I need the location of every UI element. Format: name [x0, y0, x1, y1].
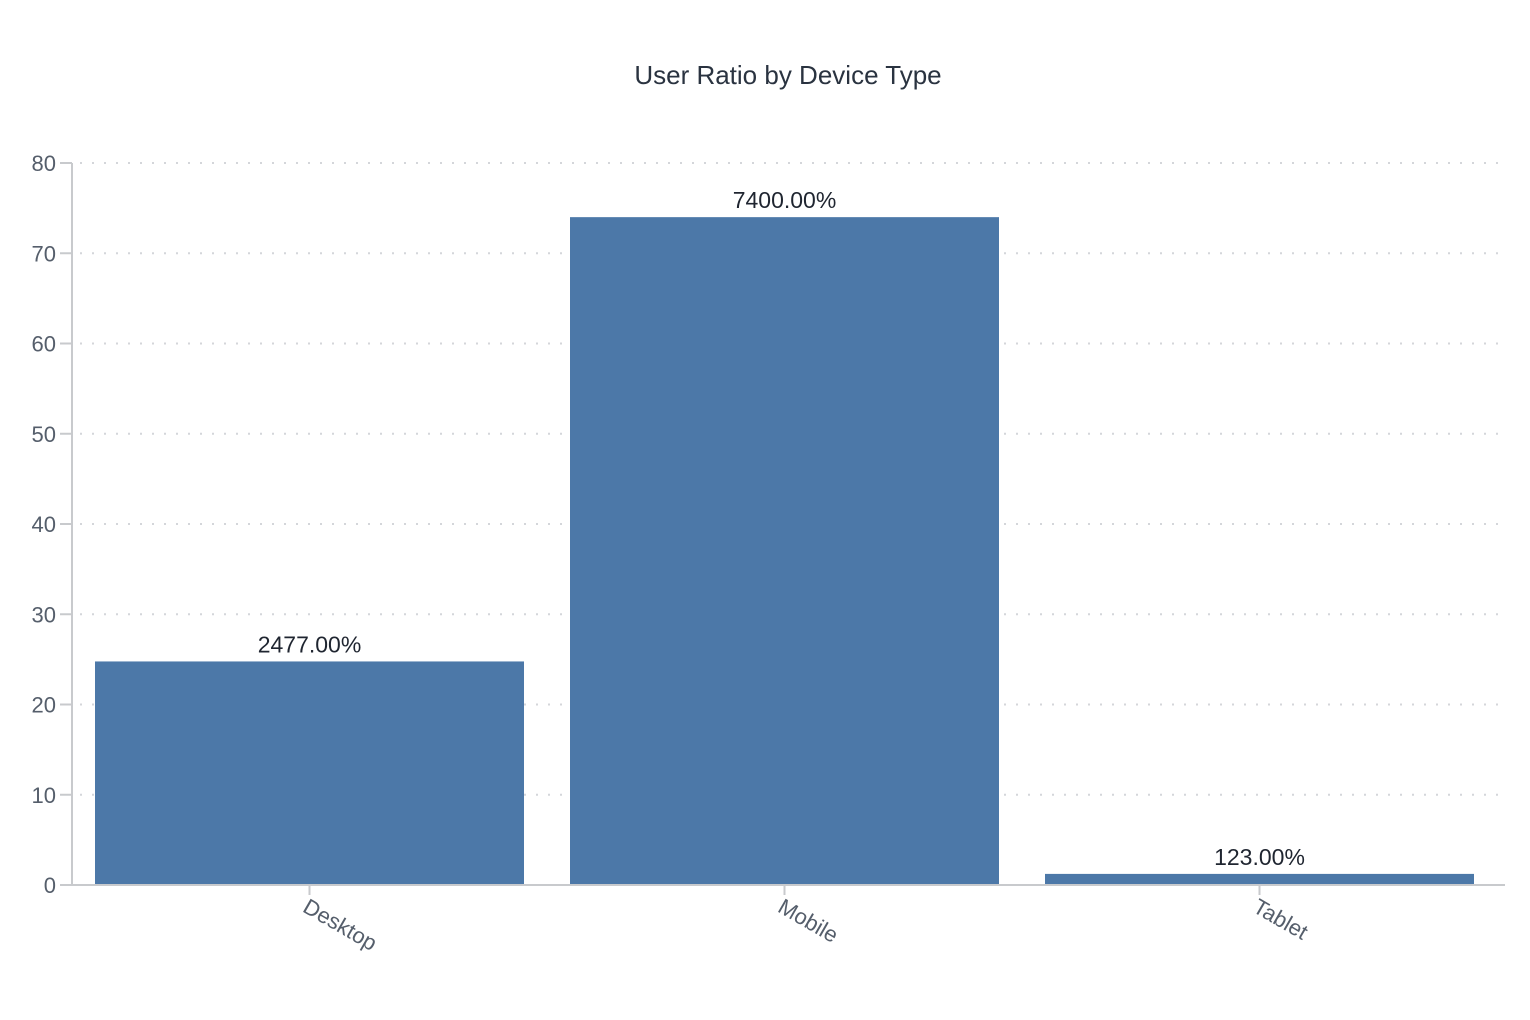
data-label: 2477.00% — [258, 631, 362, 657]
y-tick-label: 10 — [32, 783, 56, 808]
bar-mobile — [570, 217, 999, 885]
y-tick-label: 40 — [32, 512, 56, 537]
y-tick-label: 0 — [44, 873, 56, 898]
x-tick-label: Tablet — [1249, 894, 1312, 945]
chart-title: User Ratio by Device Type — [634, 60, 941, 90]
bar-desktop — [95, 661, 524, 885]
data-label: 7400.00% — [733, 187, 837, 213]
bar-tablet — [1045, 873, 1474, 885]
y-tick-label: 20 — [32, 693, 56, 718]
y-tick-label: 70 — [32, 241, 56, 266]
bars: 2477.00% 7400.00% 123.00% — [95, 187, 1474, 885]
y-tick-label: 30 — [32, 602, 56, 627]
y-tick-label: 50 — [32, 422, 56, 447]
x-tick-label: Desktop — [299, 894, 381, 956]
data-label: 123.00% — [1214, 844, 1305, 870]
y-tick-label: 80 — [32, 151, 56, 176]
y-tick-label: 60 — [32, 332, 56, 357]
x-tick-label: Mobile — [774, 894, 843, 948]
